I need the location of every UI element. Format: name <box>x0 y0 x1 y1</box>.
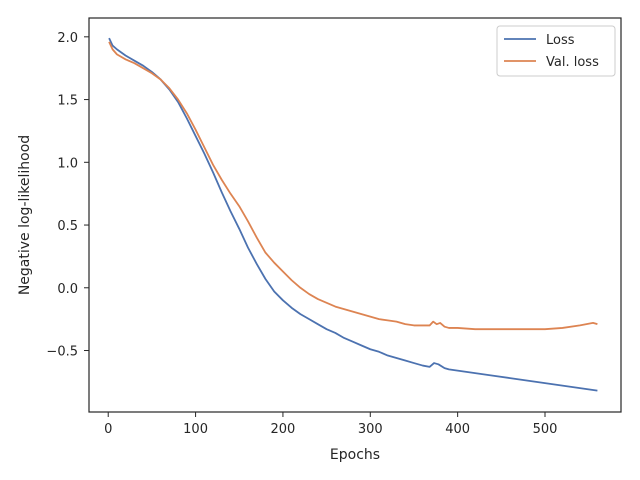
y-tick-label: 1.0 <box>57 156 78 171</box>
x-tick-label: 400 <box>445 422 470 437</box>
x-tick-label: 500 <box>533 422 558 437</box>
legend: Loss Val. loss <box>496 25 616 77</box>
series-line-loss <box>108 37 598 392</box>
x-tick-label: 0 <box>104 422 112 437</box>
series-layer <box>108 37 598 392</box>
y-axis-label: Negative log-likelihood <box>17 135 33 295</box>
y-tick-label: 0.5 <box>57 219 78 234</box>
plot-frame <box>88 17 622 413</box>
y-tick-label: −0.5 <box>46 345 78 360</box>
y-tick-label: 0.0 <box>57 282 78 297</box>
y-tick-label: 2.0 <box>57 31 78 46</box>
x-tick-label: 200 <box>271 422 296 437</box>
plot-area <box>89 18 621 412</box>
x-axis: 0 100 200 300 400 500 <box>104 412 557 437</box>
y-axis: −0.5 0.0 0.5 1.0 1.5 2.0 <box>46 31 89 360</box>
x-tick-label: 100 <box>183 422 208 437</box>
legend-label-val-loss: Val. loss <box>546 55 599 70</box>
y-tick-label: 1.5 <box>57 94 78 109</box>
series-line-val-loss <box>108 41 598 331</box>
x-axis-label: Epochs <box>330 447 380 463</box>
x-tick-label: 300 <box>358 422 383 437</box>
legend-label-loss: Loss <box>546 33 575 48</box>
